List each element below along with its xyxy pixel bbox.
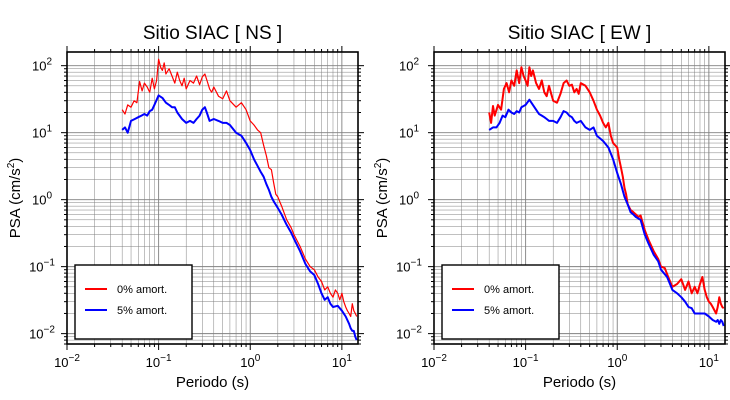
y-tick-base: 10 (396, 327, 410, 342)
series-line-red (121, 58, 358, 318)
x-axis-label: Periodo (s) (176, 374, 249, 391)
x-tick-base: 10 (513, 355, 527, 370)
x-tick-label: 100 (240, 353, 260, 370)
legend-label: 0% amort. (484, 284, 534, 296)
y-tick-label: 100 (399, 191, 419, 208)
y-tick-base: 10 (29, 327, 43, 342)
y-tick-exp: 0 (46, 191, 52, 202)
y-axis-label-sup: 2 (6, 162, 17, 168)
y-axis-label: PSA (cm/s2) (373, 158, 391, 239)
y-tick-base: 10 (32, 59, 46, 74)
legend-label: 5% amort. (484, 305, 534, 317)
y-tick-base: 10 (399, 193, 413, 208)
y-tick-exp: −1 (44, 258, 56, 269)
y-tick-base: 10 (399, 126, 413, 141)
legend-label: 0% amort. (117, 284, 167, 296)
x-tick-exp: −1 (160, 353, 172, 364)
y-tick-exp: 1 (46, 124, 52, 135)
y-axis-label-close: ) (374, 158, 391, 163)
x-tick-exp: −1 (527, 353, 539, 364)
series-line-blue (488, 98, 725, 327)
y-axis-label-main: PSA (cm/s (374, 168, 391, 238)
x-axis-label: Periodo (s) (543, 374, 616, 391)
plot-frame (66, 51, 359, 345)
x-tick-base: 10 (421, 355, 435, 370)
x-tick-label: 10−2 (54, 353, 80, 370)
x-tick-base: 10 (699, 355, 713, 370)
y-axis-label: PSA (cm/s2) (6, 158, 24, 239)
y-tick-label: 10−1 (29, 258, 55, 275)
y-tick-base: 10 (399, 59, 413, 74)
y-tick-base: 10 (29, 260, 43, 275)
y-tick-label: 101 (399, 124, 419, 141)
x-tick-base: 10 (332, 355, 346, 370)
legend-box (74, 264, 193, 340)
series-line-blue (121, 94, 358, 341)
y-tick-exp: 1 (413, 124, 419, 135)
x-tick-base: 10 (146, 355, 160, 370)
chart-title: Sitio SIAC [ NS ] (143, 23, 282, 44)
y-tick-exp: 2 (46, 57, 52, 68)
y-axis-label-close: ) (7, 158, 24, 163)
y-tick-exp: −2 (44, 325, 56, 336)
y-tick-base: 10 (396, 260, 410, 275)
plot-frame (433, 51, 726, 345)
x-tick-base: 10 (240, 355, 254, 370)
y-tick-label: 10−1 (396, 258, 422, 275)
x-tick-exp: −2 (69, 353, 81, 364)
x-tick-base: 10 (54, 355, 68, 370)
legend-box (441, 264, 560, 340)
x-tick-exp: 0 (622, 353, 628, 364)
y-tick-label: 10−2 (396, 325, 422, 342)
legend: 0% amort. 5% amort. (74, 264, 193, 340)
y-tick-exp: −2 (411, 325, 423, 336)
legend-label: 5% amort. (117, 305, 167, 317)
y-axis-label-main: PSA (cm/s (7, 168, 24, 238)
x-tick-label: 100 (607, 353, 627, 370)
chart-title: Sitio SIAC [ EW ] (508, 23, 652, 44)
y-tick-label: 102 (32, 57, 52, 74)
legend: 0% amort. 5% amort. (441, 264, 560, 340)
y-tick-exp: −1 (411, 258, 423, 269)
series-line-red (488, 66, 725, 315)
y-tick-label: 102 (399, 57, 419, 74)
y-tick-base: 10 (32, 126, 46, 141)
x-tick-exp: −2 (436, 353, 448, 364)
x-tick-exp: 1 (713, 353, 719, 364)
x-tick-exp: 1 (346, 353, 352, 364)
y-tick-base: 10 (32, 193, 46, 208)
y-axis-label-sup: 2 (373, 162, 384, 168)
x-tick-label: 10−1 (513, 353, 539, 370)
x-tick-label: 10−1 (146, 353, 172, 370)
x-tick-exp: 0 (255, 353, 261, 364)
y-tick-label: 100 (32, 191, 52, 208)
y-tick-label: 10−2 (29, 325, 55, 342)
y-tick-exp: 0 (413, 191, 419, 202)
y-tick-exp: 2 (413, 57, 419, 68)
y-tick-label: 101 (32, 124, 52, 141)
x-tick-label: 10−2 (421, 353, 447, 370)
x-tick-label: 101 (699, 353, 719, 370)
x-tick-label: 101 (332, 353, 352, 370)
x-tick-base: 10 (607, 355, 621, 370)
